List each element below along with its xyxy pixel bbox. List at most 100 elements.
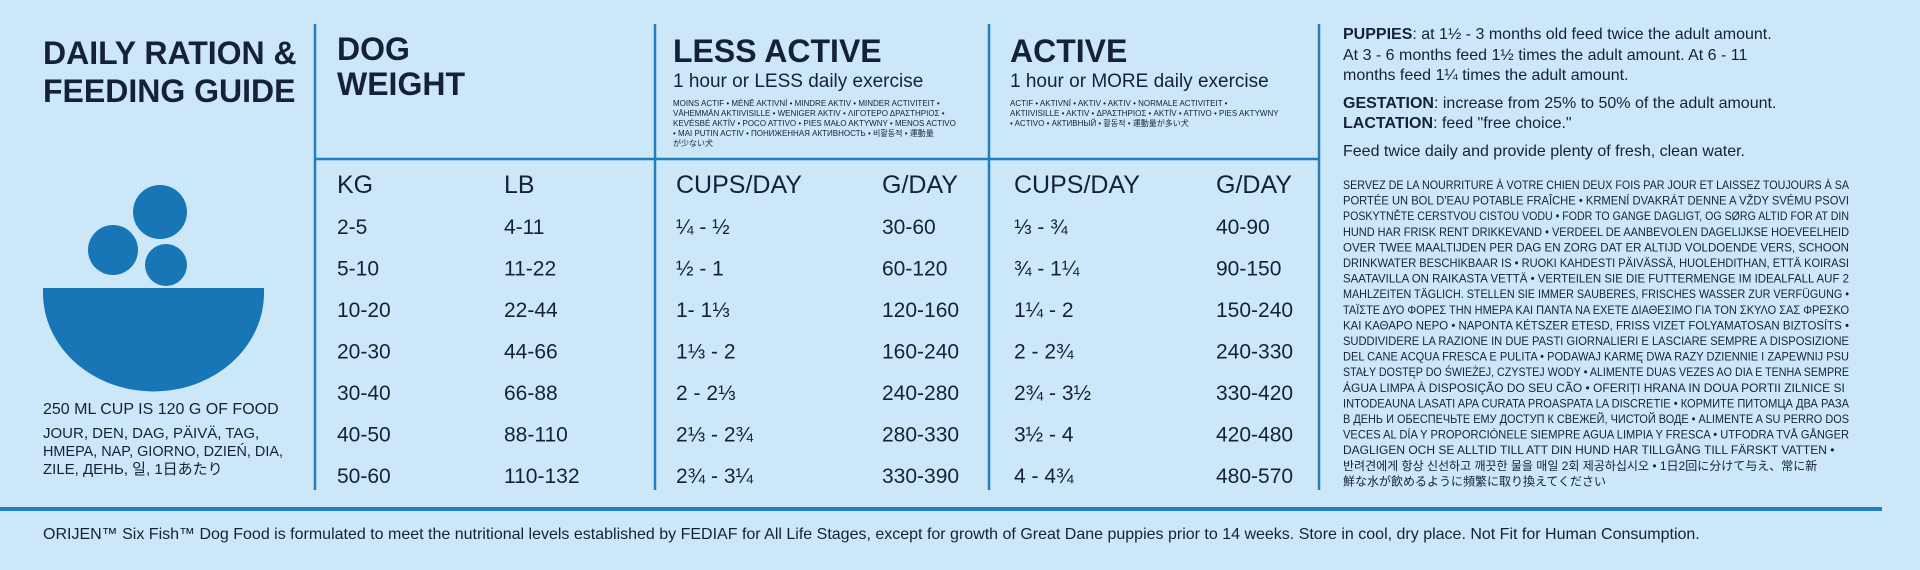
feeding-translation: 鮮な水が飲めるように頻繁に取り換えてください [1343, 473, 1606, 488]
feeding-translation: SUDDIVIDERE LA RAZIONE IN DUE PASTI GIOR… [1343, 334, 1849, 348]
table-cell: 110-132 [504, 465, 580, 488]
table-cell: 240-280 [882, 382, 959, 405]
feeding-translation: SAATAVILLA ON RAIKASTA VETTÄ • VERTEILEN… [1343, 272, 1849, 286]
puppies-text: : at 1½ - 3 months old feed twice the ad… [1412, 26, 1771, 43]
table-cell: 10-20 [337, 299, 391, 322]
table-cell: 20-30 [337, 341, 391, 364]
active-translation: AKTIIVISILLE • AKTIV • ΔΡΑΣΤΗΡΙΟΣ • AKTÍ… [1010, 109, 1279, 118]
gestation-label: GESTATION [1343, 95, 1434, 112]
table-cell: 160-240 [882, 341, 959, 364]
less-active-subtitle: 1 hour or LESS daily exercise [673, 71, 923, 92]
table-cell: 1- 1⅓ [676, 299, 730, 322]
table-cell: 60-120 [882, 258, 947, 281]
active-subtitle: 1 hour or MORE daily exercise [1010, 71, 1269, 92]
table-cell: ¼ - ½ [676, 216, 730, 239]
feeding-translation: DAGLIGEN OCH SE ALLTID TILL ATT DIN HUND… [1343, 442, 1834, 457]
table-cell: 88-110 [504, 424, 568, 447]
table-cell: 2¾ - 3½ [1014, 382, 1091, 405]
lactation-label: LACTATION [1343, 115, 1433, 132]
gestation: GESTATION: increase from 25% to 50% of t… [1343, 95, 1776, 112]
column-header: G/DAY [1216, 171, 1292, 199]
table-cell: 4 - 4¾ [1014, 465, 1074, 488]
title: DAILY RATION & [43, 35, 297, 71]
feeding-translation: ÁGUA LIMPA À DISPOSIÇÃO DO SEU CÃO • OFE… [1343, 380, 1845, 395]
lactation-text: : feed "free choice." [1433, 115, 1572, 132]
column-header: G/DAY [882, 171, 958, 199]
table-cell: 44-66 [504, 341, 558, 364]
table-cell: 330-390 [882, 465, 959, 488]
puppies-label: PUPPIES [1343, 26, 1413, 43]
table-cell: 150-240 [1216, 299, 1293, 322]
table-cell: 22-44 [504, 299, 558, 322]
active-title: ACTIVE [1010, 33, 1127, 69]
table-cell: 66-88 [504, 382, 558, 405]
table-cell: 480-570 [1216, 465, 1293, 488]
feeding-translation: В ДЕНЬ И ОБЕСПЕЧЬТЕ ЕМУ ДОСТУП К СВЕЖЕЙ,… [1343, 411, 1849, 426]
feeding-translation: DRINKWATER BESCHIKBAAR IS • RUOKI KAHDES… [1343, 256, 1849, 270]
table-cell: 2¾ - 3¼ [676, 465, 754, 488]
table-cell: 30-40 [337, 382, 391, 405]
table-cell: 1¼ - 2 [1014, 299, 1074, 322]
table-cell: ½ - 1 [676, 258, 724, 281]
table-cell: 90-150 [1216, 258, 1281, 281]
column-header: CUPS/DAY [1014, 171, 1140, 199]
feeding-translation: OVER TWEE MAALTIJDEN PER DAG EN ZORG DAT… [1343, 240, 1849, 254]
table-cell: 4-11 [504, 216, 544, 239]
title: FEEDING GUIDE [43, 73, 295, 109]
weight-header: DOG [337, 31, 410, 67]
feeding-translation: ΚΑΙ ΚΑΘΑΡΟ ΝΕΡΟ • NAPONTA KÉTSZER ETESD,… [1343, 317, 1849, 332]
bowl-icon [43, 185, 264, 392]
per-day-translation: JOUR, DEN, DAG, PÄIVÄ, TAG, [43, 425, 259, 442]
cup-note: 250 ML CUP IS 120 G OF FOOD [43, 401, 279, 418]
puppies: PUPPIES: at 1½ - 3 months old feed twice… [1343, 26, 1772, 43]
less-active-translation: • MAI PUTIN ACTIV • ПОНИЖЕННАЯ АКТИВНОСТ… [673, 128, 934, 138]
table-cell: 2 - 2¾ [1014, 341, 1074, 364]
per-day-translation: ZILE, ДЕНЬ, 일, 1日あたり [43, 461, 223, 478]
column-header: LB [504, 171, 535, 199]
table-cell: 240-330 [1216, 341, 1293, 364]
feeding-translation: INTODEAUNA LASATI APA CURATA PROASPATA L… [1343, 396, 1849, 410]
table-cell: 2 - 2⅓ [676, 382, 736, 405]
feeding-translation: MAHLZEITEN TÄGLICH. STELLEN SIE IMMER SA… [1343, 287, 1849, 301]
table-cell: 5-10 [337, 258, 379, 281]
per-day-translation: ΗΜΕΡΑ, NAP, GIORNO, DZIEŃ, DIA, [43, 443, 283, 460]
table-cell: ⅓ - ¾ [1014, 216, 1068, 239]
table-cell: 2-5 [337, 216, 367, 239]
less-active-translation: が少ない犬 [673, 138, 713, 148]
table-cell: 2⅓ - 2¾ [676, 424, 754, 447]
table-cell: 330-420 [1216, 382, 1293, 405]
feeding-translation: STAŁY DOSTĘP DO ŚWIEŻEJ, CZYSTEJ WODY • … [1343, 364, 1849, 379]
feeding-translation: HUND HAR FRISK RENT DRIKKEVAND • VERDEEL… [1343, 225, 1849, 239]
puppies-text: At 3 - 6 months feed 1½ times the adult … [1343, 47, 1747, 64]
table-cell: 1⅓ - 2 [676, 341, 736, 364]
gestation-text: : increase from 25% to 50% of the adult … [1434, 95, 1776, 112]
column-header: CUPS/DAY [676, 171, 802, 199]
table-cell: 3½ - 4 [1014, 424, 1074, 447]
less-active-translation: KEVÉSBÉ AKTÍV • POCO ATTIVO • PIES MAŁO … [673, 119, 956, 128]
table-cell: 120-160 [882, 299, 959, 322]
table-cell: 420-480 [1216, 424, 1293, 447]
table-cell: 280-330 [882, 424, 959, 447]
table-cell: 40-50 [337, 424, 391, 447]
feeding-translation: PORTÉE UN BOL D'EAU POTABLE FRAÎCHE • KR… [1343, 193, 1849, 208]
column-header: KG [337, 171, 373, 199]
table-cell: 30-60 [882, 216, 936, 239]
less-active-translation: VÄHEMMÄN AKTIIVISILLE • WENIGER AKTIV • … [673, 109, 945, 118]
feeding-translation: VECES AL DÍA Y PROPORCIÓNELE SIEMPRE AGU… [1343, 427, 1849, 442]
lactation: LACTATION: feed "free choice." [1343, 115, 1572, 132]
weight-header: WEIGHT [337, 66, 465, 102]
footer: ORIJEN™ Six Fish™ Dog Food is formulated… [43, 526, 1700, 543]
feeding-translation: POSKYTNĚTE CERSTVOU CISTOU VODU • FODR T… [1343, 208, 1849, 223]
feeding-translation: ΤΑΪΣΤΕ ΔΥΟ ΦΟΡΕΣ ΤΗΝ ΗΜΕΡΑ ΚΑΙ ΠΑΝΤΑ ΝΑ … [1343, 303, 1849, 317]
less-active-title: LESS ACTIVE [673, 33, 882, 69]
active-translation: ACTIF • AKTIVNÍ • AKTIV • AKTIV • NORMAL… [1010, 99, 1228, 108]
puppies-text: months feed 1¼ times the adult amount. [1343, 67, 1629, 84]
table-cell: 40-90 [1216, 216, 1270, 239]
active-translation: • ACTIVO • АКТИВНЫЙ • 활동적 • 運動量が多い犬 [1010, 118, 1189, 128]
feeding-translation: SERVEZ DE LA NOURRITURE À VOTRE CHIEN DE… [1343, 177, 1849, 192]
table-cell: ¾ - 1¼ [1014, 258, 1080, 281]
less-active-translation: MOINS ACTIF • MÉNĚ AKTIVNÍ • MINDRE AKTI… [673, 99, 940, 108]
feed-note: Feed twice daily and provide plenty of f… [1343, 143, 1745, 160]
